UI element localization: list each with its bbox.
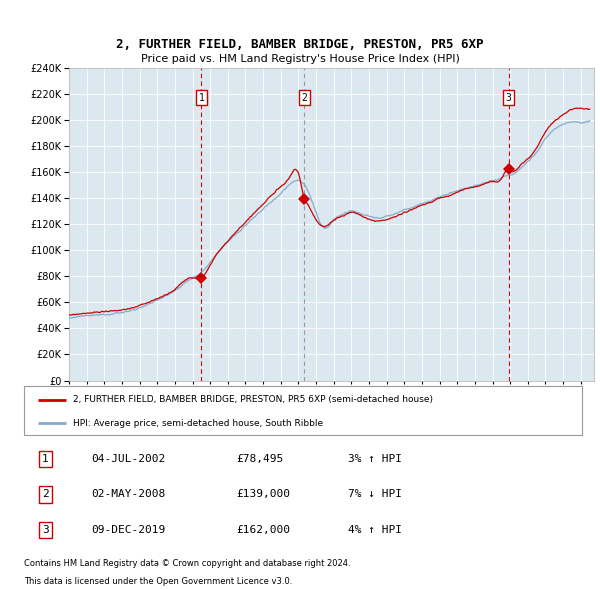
Text: 2: 2 [42,490,49,499]
Text: £162,000: £162,000 [236,525,290,535]
Text: Contains HM Land Registry data © Crown copyright and database right 2024.: Contains HM Land Registry data © Crown c… [24,559,350,569]
Text: HPI: Average price, semi-detached house, South Ribble: HPI: Average price, semi-detached house,… [73,418,323,428]
Text: Price paid vs. HM Land Registry's House Price Index (HPI): Price paid vs. HM Land Registry's House … [140,54,460,64]
Text: 4% ↑ HPI: 4% ↑ HPI [347,525,401,535]
FancyBboxPatch shape [24,386,582,435]
Text: £139,000: £139,000 [236,490,290,499]
Text: This data is licensed under the Open Government Licence v3.0.: This data is licensed under the Open Gov… [24,578,292,586]
Text: 02-MAY-2008: 02-MAY-2008 [91,490,165,499]
Text: 1: 1 [42,454,49,464]
Text: 1: 1 [199,93,204,103]
Text: 2, FURTHER FIELD, BAMBER BRIDGE, PRESTON, PR5 6XP (semi-detached house): 2, FURTHER FIELD, BAMBER BRIDGE, PRESTON… [73,395,433,404]
Text: 2, FURTHER FIELD, BAMBER BRIDGE, PRESTON, PR5 6XP: 2, FURTHER FIELD, BAMBER BRIDGE, PRESTON… [116,38,484,51]
Text: £78,495: £78,495 [236,454,283,464]
Text: 2: 2 [301,93,307,103]
Text: 7% ↓ HPI: 7% ↓ HPI [347,490,401,499]
Text: 3% ↑ HPI: 3% ↑ HPI [347,454,401,464]
Text: 09-DEC-2019: 09-DEC-2019 [91,525,165,535]
Text: 04-JUL-2002: 04-JUL-2002 [91,454,165,464]
Text: 3: 3 [506,93,512,103]
Text: 3: 3 [42,525,49,535]
